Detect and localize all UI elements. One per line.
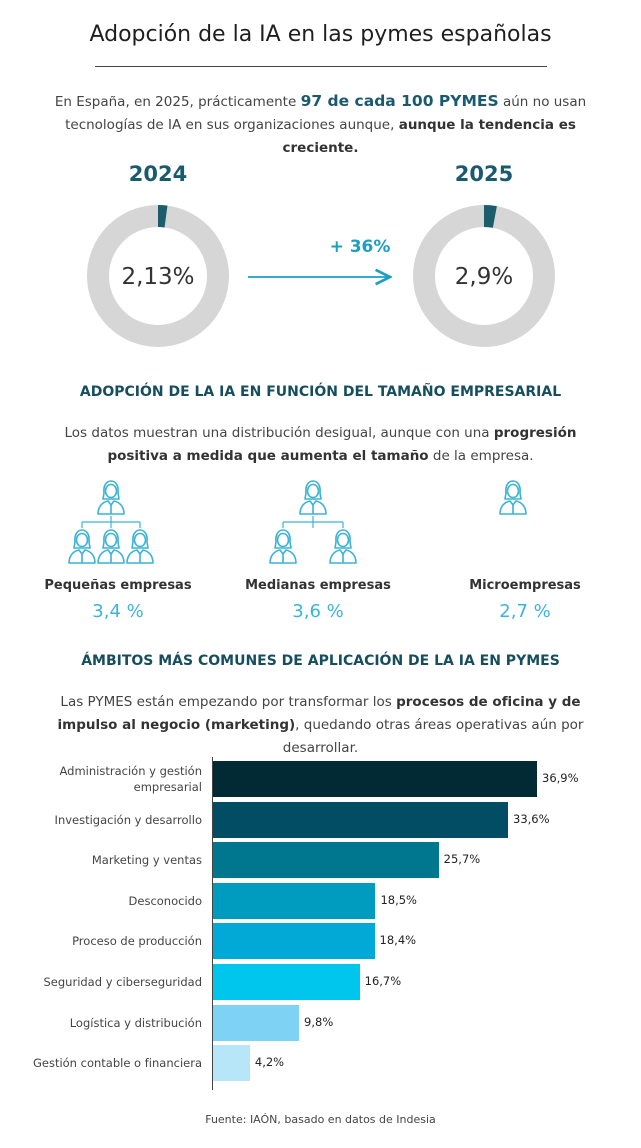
donut-segment	[157, 205, 168, 228]
donut-label: 2,9%	[455, 264, 513, 290]
text: , quedando otras áreas operativas aún po…	[282, 717, 584, 756]
axis-line	[212, 757, 213, 1090]
bar-value: 25,7%	[443, 852, 481, 867]
donut-label: 2,13%	[121, 264, 194, 290]
bar	[213, 761, 537, 797]
source: Fuente: IAÓN, basado en datos de Indesia	[205, 1113, 436, 1126]
bar	[213, 923, 375, 960]
donut-panel: + 36% 2024 2,13% 2025 2,9%	[87, 162, 555, 347]
bar	[213, 842, 439, 879]
section-title: ÁMBITOS MÁS COMUNES DE APLICACIÓN DE LA …	[81, 653, 560, 669]
highlight: aunque la tendencia es creciente.	[282, 117, 576, 156]
bar-value: 18,4%	[379, 933, 417, 948]
size-name: Pequeñas empresas	[44, 578, 192, 593]
bar	[213, 882, 376, 919]
year-label: 2025	[455, 162, 513, 186]
divider	[95, 66, 547, 67]
bar-label: Seguridad y ciberseguridad	[43, 975, 203, 989]
highlight: progresión positiva a medida que aumenta…	[107, 425, 577, 464]
bar	[213, 964, 360, 1000]
text: En España, en 2025, prácticamente	[54, 94, 301, 110]
bar-value: 36,9%	[542, 771, 579, 785]
org-icons	[68, 480, 527, 564]
size-text: Los datos muestran una distribución desi…	[40, 422, 601, 468]
text: de la empresa.	[428, 448, 534, 464]
bar	[213, 801, 509, 838]
bar-label: Administración y gestión empresarial	[59, 764, 202, 794]
bar-label: Investigación y desarrollo	[54, 812, 202, 827]
size-value: 3,4 %	[92, 601, 144, 622]
title: Adopción de la IA en las pymes españolas	[89, 22, 552, 47]
size-name: Medianas empresas	[245, 578, 391, 593]
bar-label: Desconocido	[128, 893, 202, 908]
bar-label: Logística y distribución	[69, 1015, 202, 1030]
section-title: ADOPCIÓN DE LA IA EN FUNCIÓN DEL TAMAÑO …	[79, 384, 562, 400]
bar	[213, 1004, 300, 1041]
donut-segment	[483, 205, 497, 228]
bar-value: 9,8%	[304, 1014, 334, 1029]
bar-value: 16,7%	[364, 974, 402, 988]
change-label: + 36%	[330, 237, 391, 257]
year-label: 2024	[129, 162, 187, 186]
bar-label: Marketing y ventas	[91, 853, 202, 868]
highlight: 97 de cada 100 PYMES	[300, 92, 499, 110]
bar-label: Proceso de producción	[72, 934, 202, 949]
size-value: 3,6 %	[292, 601, 344, 622]
bar-label: Gestión contable o financiera	[32, 1056, 202, 1071]
text: Los datos muestran una distribución desi…	[64, 425, 494, 441]
size-value: 2,7 %	[499, 601, 551, 622]
text: Las PYMES están empezando por transforma…	[60, 694, 397, 710]
bar-value: 33,6%	[513, 811, 550, 826]
intro-text: En España, en 2025, prácticamente 97 de …	[30, 90, 611, 160]
text: aún no usan tecnologías de IA en sus org…	[65, 94, 587, 133]
bar-value: 18,5%	[380, 892, 417, 907]
size-name: Microempresas	[469, 578, 581, 593]
areas-text: Las PYMES están empezando por transforma…	[30, 691, 611, 760]
bar-value: 4,2%	[254, 1055, 285, 1070]
bar	[213, 1045, 250, 1082]
highlight: procesos de oficina y de impulso al nego…	[57, 694, 581, 733]
